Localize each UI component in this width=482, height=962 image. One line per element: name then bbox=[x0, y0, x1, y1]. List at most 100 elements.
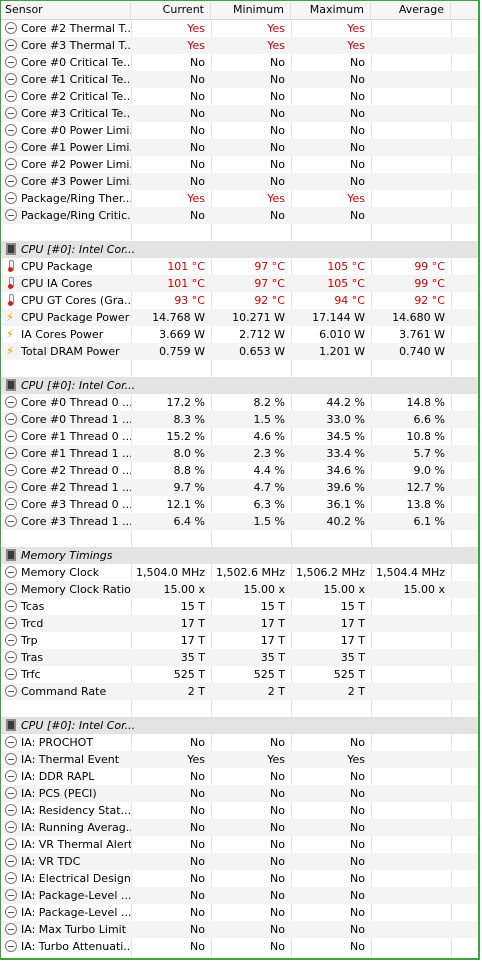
maximum-value: No bbox=[350, 906, 365, 919]
header-current[interactable]: Current bbox=[131, 1, 211, 19]
header-minimum[interactable]: Minimum bbox=[211, 1, 291, 19]
average-value: 99 °C bbox=[414, 260, 445, 273]
average-value: 1,504.4 MHz bbox=[375, 566, 445, 579]
sensor-row[interactable]: Core #2 Thread 0 ... 8.8 % 4.4 % 34.6 % 9.0 … bbox=[1, 462, 478, 479]
sensor-row[interactable]: IA: VR Thermal Alert No No No bbox=[1, 836, 478, 853]
maximum-value: 34.5 % bbox=[326, 430, 365, 443]
sensor-row[interactable]: IA: DDR RAPL No No No bbox=[1, 768, 478, 785]
average-value: 14.680 W bbox=[392, 311, 445, 324]
sensor-row[interactable]: IA: Residency Stat... No No No bbox=[1, 802, 478, 819]
average-value bbox=[371, 870, 451, 887]
sensor-row[interactable]: CPU Package 101 °C 97 °C 105 °C 99 °C bbox=[1, 258, 478, 275]
group-header-row[interactable]: CPU [#0]: Intel Cor... bbox=[1, 717, 478, 734]
current-value: No bbox=[190, 923, 205, 936]
sensor-row[interactable]: IA: Package-Level ... No No No bbox=[1, 904, 478, 921]
clock-icon bbox=[5, 787, 17, 799]
header-average[interactable]: Average bbox=[371, 1, 451, 19]
sensor-row[interactable]: Trfc 525 T 525 T 525 T bbox=[1, 666, 478, 683]
sensor-row[interactable]: Core #0 Critical Te... No No No bbox=[1, 54, 478, 71]
sensor-row[interactable]: Core #0 Power Limi... No No No bbox=[1, 122, 478, 139]
sensor-row[interactable]: IA: Electrical Design... No No No bbox=[1, 870, 478, 887]
average-value: 12.7 % bbox=[406, 481, 445, 494]
current-value: No bbox=[190, 56, 205, 69]
clock-icon bbox=[5, 634, 17, 646]
minimum-value: No bbox=[270, 175, 285, 188]
current-value: No bbox=[190, 787, 205, 800]
sensor-row[interactable]: Core #2 Power Limi... No No No bbox=[1, 156, 478, 173]
group-header-row[interactable]: CPU [#0]: Intel Cor... bbox=[1, 377, 478, 394]
maximum-value: No bbox=[350, 158, 365, 171]
sensor-row[interactable]: Core #2 Thread 1 ... 9.7 % 4.7 % 39.6 % 12.7… bbox=[1, 479, 478, 496]
sensor-row[interactable]: Core #0 Thread 1 ... 8.3 % 1.5 % 33.0 % 6.6 … bbox=[1, 411, 478, 428]
current-value: No bbox=[190, 736, 205, 749]
sensor-row[interactable]: Core #1 Thread 1 ... 8.0 % 2.3 % 33.4 % 5.7 … bbox=[1, 445, 478, 462]
sensor-row[interactable]: Tcas 15 T 15 T 15 T bbox=[1, 598, 478, 615]
sensor-row[interactable]: IA: Turbo Attenuati... No No No bbox=[1, 938, 478, 955]
group-header-row[interactable]: CPU [#0]: Intel Cor... bbox=[1, 241, 478, 258]
sensor-name: IA: VR Thermal Alert bbox=[21, 838, 131, 851]
sensor-row[interactable]: ⚡ IA Cores Power 3.669 W 2.712 W 6.010 W 3.76… bbox=[1, 326, 478, 343]
clock-icon bbox=[5, 600, 17, 612]
sensor-row[interactable]: Package/Ring Ther... Yes Yes Yes bbox=[1, 190, 478, 207]
sensor-row[interactable]: IA: Package-Level ... No No No bbox=[1, 887, 478, 904]
maximum-value: No bbox=[350, 770, 365, 783]
sensor-row[interactable]: Core #3 Power Limi... No No No bbox=[1, 173, 478, 190]
average-value bbox=[371, 173, 451, 190]
average-value bbox=[371, 598, 451, 615]
current-value: Yes bbox=[187, 192, 205, 205]
current-value: No bbox=[190, 838, 205, 851]
clock-icon bbox=[5, 515, 17, 527]
sensor-row[interactable]: Tras 35 T 35 T 35 T bbox=[1, 649, 478, 666]
sensor-row[interactable]: Core #3 Thread 0 ... 12.1 % 6.3 % 36.1 % 13.… bbox=[1, 496, 478, 513]
sensor-row[interactable]: IA: PROCHOT No No No bbox=[1, 734, 478, 751]
sensor-row[interactable]: ⚡ CPU Package Power 14.768 W 10.271 W 17.144… bbox=[1, 309, 478, 326]
current-value: No bbox=[190, 158, 205, 171]
sensor-row[interactable]: CPU IA Cores 101 °C 97 °C 105 °C 99 °C bbox=[1, 275, 478, 292]
group-header-row[interactable]: Memory Timings bbox=[1, 547, 478, 564]
clock-icon bbox=[5, 923, 17, 935]
minimum-value: 4.7 % bbox=[253, 481, 285, 494]
average-value bbox=[371, 156, 451, 173]
maximum-value: 36.1 % bbox=[326, 498, 365, 511]
sensor-row[interactable]: Core #2 Critical Te... No No No bbox=[1, 88, 478, 105]
sensor-row[interactable]: Memory Clock Ratio 15.00 x 15.00 x 15.00 x 1… bbox=[1, 581, 478, 598]
sensor-row[interactable]: IA: PCS (PECI) No No No bbox=[1, 785, 478, 802]
sensor-row[interactable]: Core #0 Thread 0 ... 17.2 % 8.2 % 44.2 % 14.… bbox=[1, 394, 478, 411]
sensor-name: Package/Ring Ther... bbox=[21, 192, 131, 205]
sensor-row[interactable]: ⚡ Total DRAM Power 0.759 W 0.653 W 1.201 W 0.… bbox=[1, 343, 478, 360]
current-value: 525 T bbox=[173, 668, 205, 681]
maximum-value: 105 °C bbox=[327, 277, 365, 290]
sensor-row[interactable]: IA: Max Turbo Limit No No No bbox=[1, 921, 478, 938]
sensor-row[interactable]: Core #2 Thermal T... Yes Yes Yes bbox=[1, 20, 478, 37]
sensor-row[interactable]: Core #1 Power Limi... No No No bbox=[1, 139, 478, 156]
header-maximum[interactable]: Maximum bbox=[291, 1, 371, 19]
header-sensor[interactable]: Sensor bbox=[1, 1, 131, 19]
maximum-value: 15.00 x bbox=[323, 583, 366, 596]
minimum-value: No bbox=[270, 906, 285, 919]
sensor-row[interactable]: IA: Running Averag... No No No bbox=[1, 819, 478, 836]
average-value: 10.8 % bbox=[406, 430, 445, 443]
chip-icon bbox=[6, 379, 16, 391]
average-value bbox=[371, 751, 451, 768]
sensor-row[interactable]: Memory Clock 1,504.0 MHz 1,502.6 MHz 1,506.… bbox=[1, 564, 478, 581]
sensor-name: Core #3 Thread 0 ... bbox=[21, 498, 131, 511]
sensor-row[interactable]: Trp 17 T 17 T 17 T bbox=[1, 632, 478, 649]
maximum-value: 1.201 W bbox=[319, 345, 365, 358]
sensor-row[interactable]: Trcd 17 T 17 T 17 T bbox=[1, 615, 478, 632]
clock-icon bbox=[5, 940, 17, 952]
clock-icon bbox=[5, 821, 17, 833]
current-value: No bbox=[190, 107, 205, 120]
sensor-row[interactable]: Command Rate 2 T 2 T 2 T bbox=[1, 683, 478, 700]
sensor-row[interactable]: IA: VR TDC No No No bbox=[1, 853, 478, 870]
sensor-row[interactable]: Core #3 Thread 1 ... 6.4 % 1.5 % 40.2 % 6.1 … bbox=[1, 513, 478, 530]
sensor-row[interactable]: IA: Thermal Event Yes Yes Yes bbox=[1, 751, 478, 768]
current-value: 8.8 % bbox=[173, 464, 205, 477]
sensor-row[interactable]: Package/Ring Critic... No No No bbox=[1, 207, 478, 224]
minimum-value: 525 T bbox=[253, 668, 285, 681]
sensor-row[interactable]: CPU GT Cores (Gra... 93 °C 92 °C 94 °C 92 °C bbox=[1, 292, 478, 309]
sensor-row[interactable]: Core #3 Critical Te... No No No bbox=[1, 105, 478, 122]
sensor-row[interactable]: Core #1 Critical Te... No No No bbox=[1, 71, 478, 88]
average-value: 6.6 % bbox=[413, 413, 445, 426]
sensor-row[interactable]: Core #3 Thermal T... Yes Yes Yes bbox=[1, 37, 478, 54]
sensor-row[interactable]: Core #1 Thread 0 ... 15.2 % 4.6 % 34.5 % 10.… bbox=[1, 428, 478, 445]
